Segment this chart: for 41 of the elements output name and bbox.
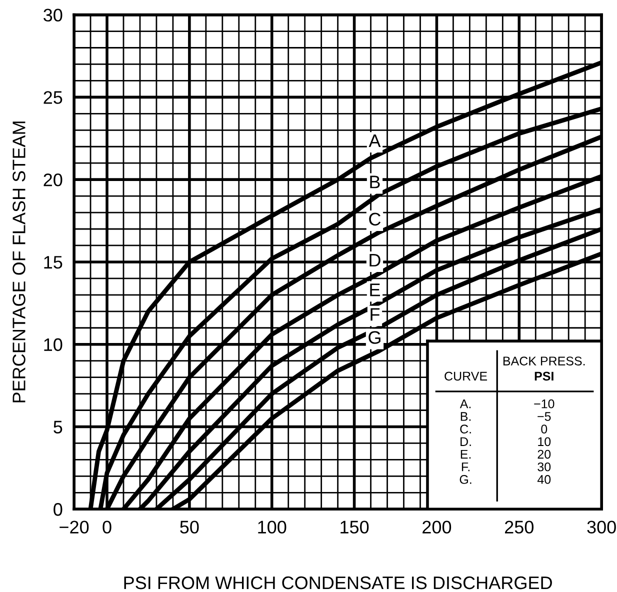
x-axis-title: PSI FROM WHICH CONDENSATE IS DISCHARGED — [124, 576, 552, 590]
annotation: A. — [460, 400, 471, 408]
annotation: B. — [460, 412, 471, 421]
annotation: 40 — [537, 475, 551, 484]
x-tick-label: 200 — [422, 520, 452, 534]
x-tick-label: 250 — [504, 520, 534, 534]
annotation: −10 — [534, 399, 554, 408]
y-tick-label: 30 — [44, 8, 62, 22]
annotation: PSI — [534, 372, 554, 381]
y-tick-label: 0 — [54, 503, 62, 516]
y-tick-label: 10 — [44, 338, 62, 352]
annotation: C. — [460, 424, 471, 434]
y-tick-label: 20 — [44, 174, 62, 186]
series-label: D — [370, 254, 380, 266]
x-tick-label: 100 — [258, 520, 286, 534]
x-tick-label: −20 — [60, 520, 89, 534]
annotation: 30 — [538, 462, 551, 472]
y-tick-label: 25 — [44, 91, 62, 104]
annotation: 0 — [541, 424, 548, 434]
series-label: E — [370, 284, 380, 296]
series-label: G — [368, 331, 380, 344]
y-tick-label: 15 — [44, 256, 62, 269]
annotation: −5 — [538, 412, 551, 421]
x-tick-label: 0 — [102, 520, 112, 534]
annotation: D. — [460, 437, 471, 446]
series-label: B — [370, 176, 380, 188]
annotation: F. — [462, 462, 470, 472]
series-label: A — [368, 134, 381, 147]
series-label: F — [370, 308, 380, 321]
annotation: E. — [460, 450, 471, 459]
annotation: CURVE — [444, 372, 488, 381]
x-tick-label: 300 — [587, 520, 616, 534]
x-tick-label: 150 — [340, 520, 369, 534]
series-label: C — [369, 212, 381, 226]
x-tick-label: 50 — [180, 520, 199, 534]
annotation: 10 — [538, 437, 551, 446]
y-tick-label: 5 — [54, 420, 62, 434]
annotation: G. — [460, 475, 472, 484]
annotation: BACK PRESS. — [503, 356, 585, 366]
y-axis-title: PERCENTAGE OF FLASH STEAM — [12, 122, 26, 402]
annotation: 20 — [538, 450, 551, 459]
